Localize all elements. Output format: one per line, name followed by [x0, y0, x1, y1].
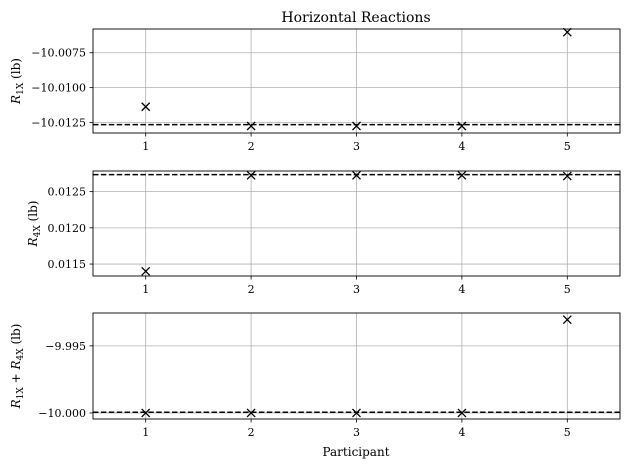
x-tick-label: 1 — [142, 283, 149, 296]
data-point-marker — [141, 102, 151, 112]
data-point-marker — [562, 315, 572, 325]
x-axis-label: Participant — [322, 445, 389, 459]
y-tick-label: 0.0120 — [48, 222, 87, 235]
data-point-marker — [141, 408, 151, 418]
data-point-marker — [352, 408, 361, 418]
subplot-1: 1 2 3 4 5 −10.0075 −10.0100 −10.0125 R1X (lb) — [9, 27, 621, 153]
x-tick-label: 5 — [564, 426, 571, 439]
x-tick-label: 4 — [458, 140, 465, 153]
data-point-marker — [457, 170, 467, 180]
data-point-marker — [352, 121, 361, 131]
x-tick-label: 4 — [458, 283, 465, 296]
y-axis-label: R1X + R4X (lb) — [9, 324, 26, 410]
x-tick-label: 2 — [248, 426, 255, 439]
data-point-marker — [141, 266, 151, 276]
data-point-marker — [246, 408, 256, 418]
x-tick-label: 5 — [564, 140, 571, 153]
y-tick-label: 0.0115 — [48, 258, 87, 271]
data-point-marker — [562, 27, 572, 37]
subplots: 1 2 3 4 5 −10.0075 −10.0100 −10.0125 R1X (lb) 1 2 3… — [9, 27, 621, 439]
x-tick-label: 1 — [142, 426, 149, 439]
x-tick-label: 5 — [564, 283, 571, 296]
y-tick-label: −10.0075 — [31, 47, 86, 60]
x-tick-label: 2 — [248, 283, 255, 296]
data-point-marker — [352, 170, 361, 180]
y-axis-label: R4X (lb) — [26, 201, 43, 248]
x-tick-label: 1 — [142, 140, 149, 153]
x-tick-label: 3 — [353, 283, 360, 296]
x-tick-label: 2 — [248, 140, 255, 153]
y-tick-label: −10.000 — [38, 407, 86, 420]
chart-title: Horizontal Reactions — [281, 10, 430, 26]
x-tick-label: 3 — [353, 140, 360, 153]
y-tick-label: −10.0100 — [31, 82, 86, 95]
y-axis-label: R1X (lb) — [9, 58, 26, 105]
y-tick-label: −10.0125 — [31, 117, 86, 130]
x-tick-label: 4 — [458, 426, 465, 439]
subplot-2: 1 2 3 4 5 0.0125 0.0120 0.0115 R4X (lb) — [26, 170, 621, 296]
data-point-marker — [246, 170, 256, 180]
data-point-marker — [246, 121, 256, 131]
y-tick-label: −9.995 — [45, 340, 86, 353]
data-point-marker — [562, 171, 572, 181]
y-tick-label: 0.0125 — [48, 186, 87, 199]
subplot-3: 1 2 3 4 5 −9.995 −10.000 R1X + R4X (lb) — [9, 312, 621, 439]
data-point-marker — [457, 408, 467, 418]
x-tick-label: 3 — [353, 426, 360, 439]
data-point-marker — [457, 121, 467, 131]
